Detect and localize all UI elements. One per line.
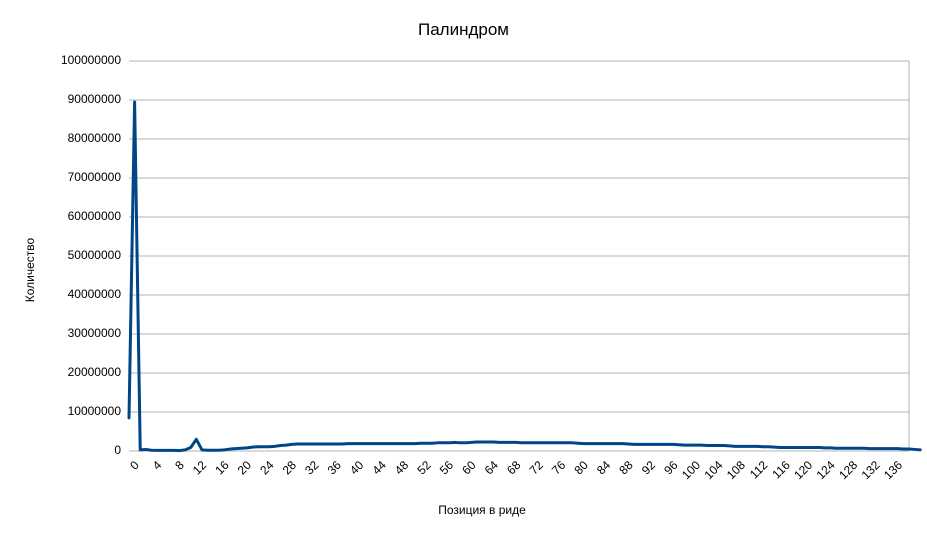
x-tick-label: 40 xyxy=(347,458,367,478)
x-tick-label: 120 xyxy=(791,458,815,482)
x-tick-label: 20 xyxy=(235,458,255,478)
y-tick-label: 70000000 xyxy=(68,170,122,184)
x-tick-label: 16 xyxy=(212,458,232,478)
x-tick-label: 0 xyxy=(127,458,142,473)
x-tick-label: 48 xyxy=(392,458,412,478)
y-tick-label: 20000000 xyxy=(68,365,122,379)
x-tick-label: 28 xyxy=(280,458,300,478)
x-tick-label: 108 xyxy=(724,458,748,482)
chart-title: Палиндром xyxy=(418,20,509,39)
x-axis-label: Позиция в риде xyxy=(438,503,526,517)
y-tick-label: 0 xyxy=(114,443,121,457)
y-tick-label: 90000000 xyxy=(68,92,122,106)
x-tick-label: 124 xyxy=(814,458,838,482)
y-tick-labels: 0 10000000 20000000 30000000 40000000 5000000… xyxy=(61,53,121,457)
y-tick-label: 10000000 xyxy=(68,404,122,418)
x-tick-label: 112 xyxy=(747,458,771,482)
x-tick-label: 36 xyxy=(325,458,345,478)
x-tick-label: 44 xyxy=(369,458,389,478)
x-tick-label: 116 xyxy=(769,458,793,482)
y-tick-label: 30000000 xyxy=(68,326,122,340)
x-tick-label: 80 xyxy=(571,458,591,478)
y-tick-label: 80000000 xyxy=(68,131,122,145)
y-tick-label: 100000000 xyxy=(61,53,121,67)
x-tick-label: 104 xyxy=(701,458,725,482)
x-tick-labels: 0 4 8 12 16 20 24 28 32 36 40 44 48 52 56 60 64 68 72 76 80 8… xyxy=(127,458,905,482)
x-tick-label: 4 xyxy=(150,458,165,473)
x-tick-label: 52 xyxy=(414,458,434,478)
series-line xyxy=(127,100,922,453)
x-tick-label: 76 xyxy=(549,458,569,478)
x-tick-label: 60 xyxy=(459,458,479,478)
x-tick-label: 24 xyxy=(257,458,277,478)
x-tick-label: 72 xyxy=(527,458,547,478)
series-lines xyxy=(127,100,922,453)
x-tick-label: 12 xyxy=(190,458,210,478)
y-tick-label: 60000000 xyxy=(68,209,122,223)
y-tick-label: 50000000 xyxy=(68,248,122,262)
x-tick-label: 92 xyxy=(639,458,659,478)
x-tick-label: 56 xyxy=(437,458,457,478)
x-tick-label: 88 xyxy=(616,458,636,478)
x-tick-label: 132 xyxy=(859,458,883,482)
x-tick-label: 64 xyxy=(482,458,502,478)
x-tick-label: 68 xyxy=(504,458,524,478)
gridlines xyxy=(129,60,910,452)
y-tick-label: 40000000 xyxy=(68,287,122,301)
x-tick-label: 32 xyxy=(302,458,322,478)
x-tick-label: 100 xyxy=(679,458,703,482)
x-tick-label: 128 xyxy=(836,458,860,482)
x-tick-label: 136 xyxy=(881,458,905,482)
x-tick-label: 96 xyxy=(661,458,681,478)
x-tick-label: 8 xyxy=(172,458,187,473)
x-tick-label: 84 xyxy=(594,458,614,478)
